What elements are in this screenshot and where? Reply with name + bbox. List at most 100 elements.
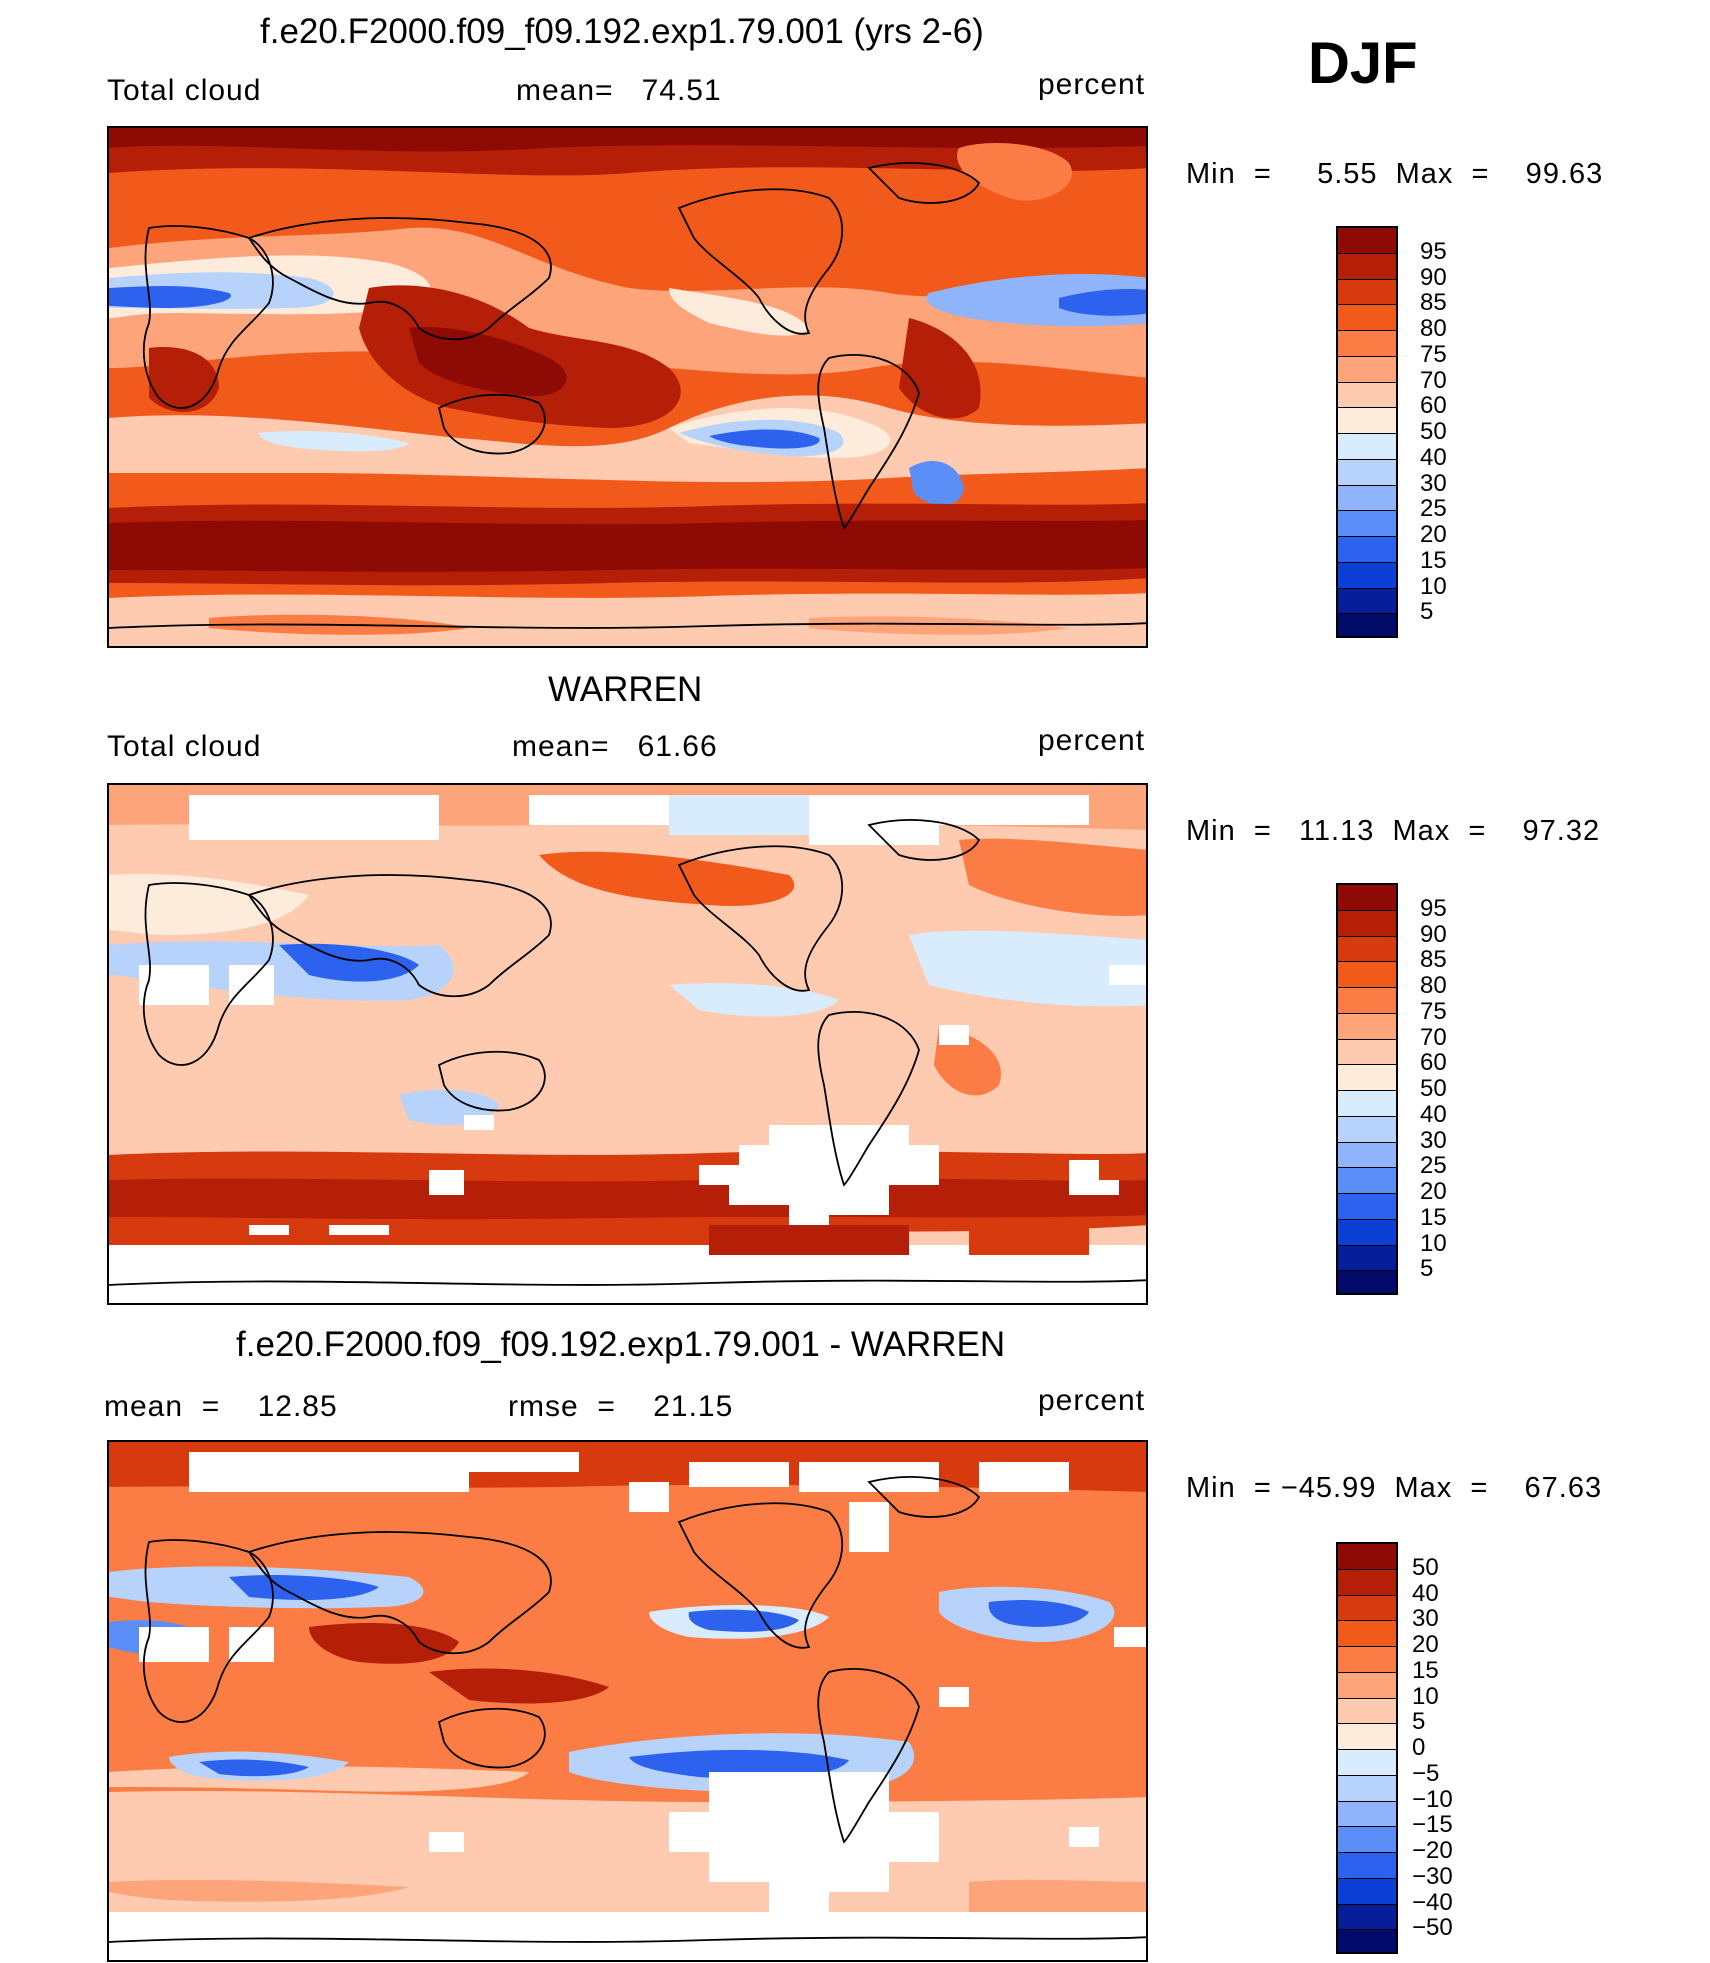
colorbar-swatch <box>1338 1544 1396 1570</box>
colorbar-tick-label: 10 <box>1412 1682 1439 1710</box>
panel-1-title: f.e20.F2000.f09_f09.192.exp1.79.001 (yrs… <box>260 12 984 51</box>
panel-1-minmax: Min = 5.55 Max = 99.63 <box>1186 158 1604 190</box>
colorbar-tick-label: 70 <box>1420 1023 1447 1051</box>
colorbar-tick-label: −50 <box>1412 1914 1453 1942</box>
colorbar-tick-label: 50 <box>1412 1553 1439 1581</box>
colorbar-tick-label: 30 <box>1420 469 1447 497</box>
panel-1-colorbar <box>1336 226 1398 638</box>
colorbar-swatch <box>1338 1595 1396 1622</box>
colorbar-tick-label: 20 <box>1412 1631 1439 1658</box>
colorbar-swatch <box>1338 1013 1396 1040</box>
colorbar-swatch <box>1338 382 1396 409</box>
colorbar-tick-label: 0 <box>1412 1734 1426 1761</box>
panel-2-map <box>107 783 1148 1305</box>
colorbar-tick-label: 60 <box>1420 1049 1447 1077</box>
panel-3-colorbar <box>1336 1542 1398 1954</box>
colorbar-swatch <box>1338 562 1396 589</box>
colorbar-swatch <box>1338 1724 1396 1750</box>
colorbar-tick-label: 25 <box>1420 495 1447 523</box>
colorbar-tick-label: 50 <box>1420 418 1447 445</box>
colorbar-swatch <box>1338 537 1396 563</box>
colorbar-swatch <box>1338 253 1396 280</box>
panel-3-units: percent <box>1038 1384 1146 1417</box>
colorbar-swatch <box>1338 885 1396 911</box>
colorbar-tick-label: 25 <box>1420 1152 1447 1180</box>
colorbar-swatch <box>1338 1569 1396 1596</box>
colorbar-swatch <box>1338 614 1396 636</box>
colorbar-swatch <box>1338 588 1396 615</box>
colorbar-tick-label: 5 <box>1420 598 1434 626</box>
colorbar-swatch <box>1338 1647 1396 1673</box>
panel-2-units: percent <box>1038 724 1146 757</box>
colorbar-swatch <box>1338 1194 1396 1220</box>
colorbar-swatch <box>1338 1065 1396 1091</box>
colorbar-swatch <box>1338 305 1396 331</box>
colorbar-tick-label: 75 <box>1420 997 1447 1025</box>
colorbar-tick-label: 5 <box>1420 1255 1434 1283</box>
panel-2-colorbar <box>1336 883 1398 1295</box>
colorbar-swatch <box>1338 910 1396 937</box>
colorbar-swatch <box>1338 408 1396 434</box>
colorbar-swatch <box>1338 228 1396 254</box>
panel-3-minmax: Min = −45.99 Max = 67.63 <box>1186 1472 1603 1504</box>
colorbar-swatch <box>1338 356 1396 383</box>
colorbar-tick-label: 40 <box>1412 1579 1439 1607</box>
colorbar-swatch <box>1338 988 1396 1014</box>
panel-2-mean: mean= 61.66 <box>512 730 718 763</box>
colorbar-tick-label: −15 <box>1412 1811 1453 1839</box>
colorbar-tick-label: 20 <box>1420 1178 1447 1205</box>
colorbar-tick-label: −10 <box>1412 1785 1453 1813</box>
colorbar-tick-label: 60 <box>1420 392 1447 420</box>
colorbar-swatch <box>1338 1672 1396 1699</box>
colorbar-swatch <box>1338 1930 1396 1952</box>
colorbar-tick-label: 10 <box>1420 572 1447 600</box>
colorbar-swatch <box>1338 936 1396 963</box>
colorbar-tick-label: 95 <box>1420 237 1447 265</box>
colorbar-swatch <box>1338 1775 1396 1802</box>
panel-2-title: WARREN <box>548 670 703 709</box>
colorbar-swatch <box>1338 1698 1396 1725</box>
panel-1-map <box>107 126 1148 648</box>
colorbar-swatch <box>1338 485 1396 512</box>
colorbar-tick-label: 15 <box>1420 1203 1447 1231</box>
colorbar-tick-label: −40 <box>1412 1888 1453 1916</box>
colorbar-tick-label: 40 <box>1420 1100 1447 1128</box>
colorbar-swatch <box>1338 1904 1396 1931</box>
colorbar-tick-label: 80 <box>1420 315 1447 342</box>
colorbar-tick-label: 70 <box>1420 366 1447 394</box>
colorbar-tick-label: 15 <box>1420 546 1447 574</box>
colorbar-swatch <box>1338 1142 1396 1169</box>
colorbar-swatch <box>1338 1091 1396 1117</box>
colorbar-tick-label: −20 <box>1412 1837 1453 1864</box>
colorbar-swatch <box>1338 1116 1396 1143</box>
colorbar-swatch <box>1338 1168 1396 1194</box>
colorbar-tick-label: 20 <box>1420 521 1447 548</box>
colorbar-tick-label: 80 <box>1420 972 1447 999</box>
colorbar-swatch <box>1338 1271 1396 1293</box>
colorbar-swatch <box>1338 459 1396 486</box>
colorbar-tick-label: 90 <box>1420 263 1447 291</box>
colorbar-swatch <box>1338 434 1396 460</box>
colorbar-swatch <box>1338 1827 1396 1853</box>
colorbar-tick-label: 15 <box>1412 1656 1439 1684</box>
panel-1-units: percent <box>1038 68 1146 101</box>
colorbar-tick-label: 90 <box>1420 920 1447 948</box>
colorbar-swatch <box>1338 511 1396 537</box>
colorbar-tick-label: 85 <box>1420 289 1447 317</box>
panel-2-minmax: Min = 11.13 Max = 97.32 <box>1186 815 1601 847</box>
season-label: DJF <box>1308 31 1418 96</box>
panel-1-mean: mean= 74.51 <box>516 74 722 107</box>
colorbar-tick-label: 10 <box>1420 1229 1447 1257</box>
colorbar-tick-label: 95 <box>1420 894 1447 922</box>
panel-2-variable-label: Total cloud <box>107 730 262 763</box>
colorbar-swatch <box>1338 1878 1396 1905</box>
colorbar-tick-label: 30 <box>1412 1605 1439 1633</box>
colorbar-tick-label: 30 <box>1420 1126 1447 1154</box>
colorbar-swatch <box>1338 279 1396 306</box>
colorbar-tick-label: 5 <box>1412 1708 1426 1736</box>
colorbar-tick-label: 50 <box>1420 1075 1447 1102</box>
colorbar-swatch <box>1338 1219 1396 1246</box>
colorbar-tick-label: −30 <box>1412 1862 1453 1890</box>
colorbar-swatch <box>1338 331 1396 357</box>
colorbar-tick-label: 85 <box>1420 946 1447 974</box>
